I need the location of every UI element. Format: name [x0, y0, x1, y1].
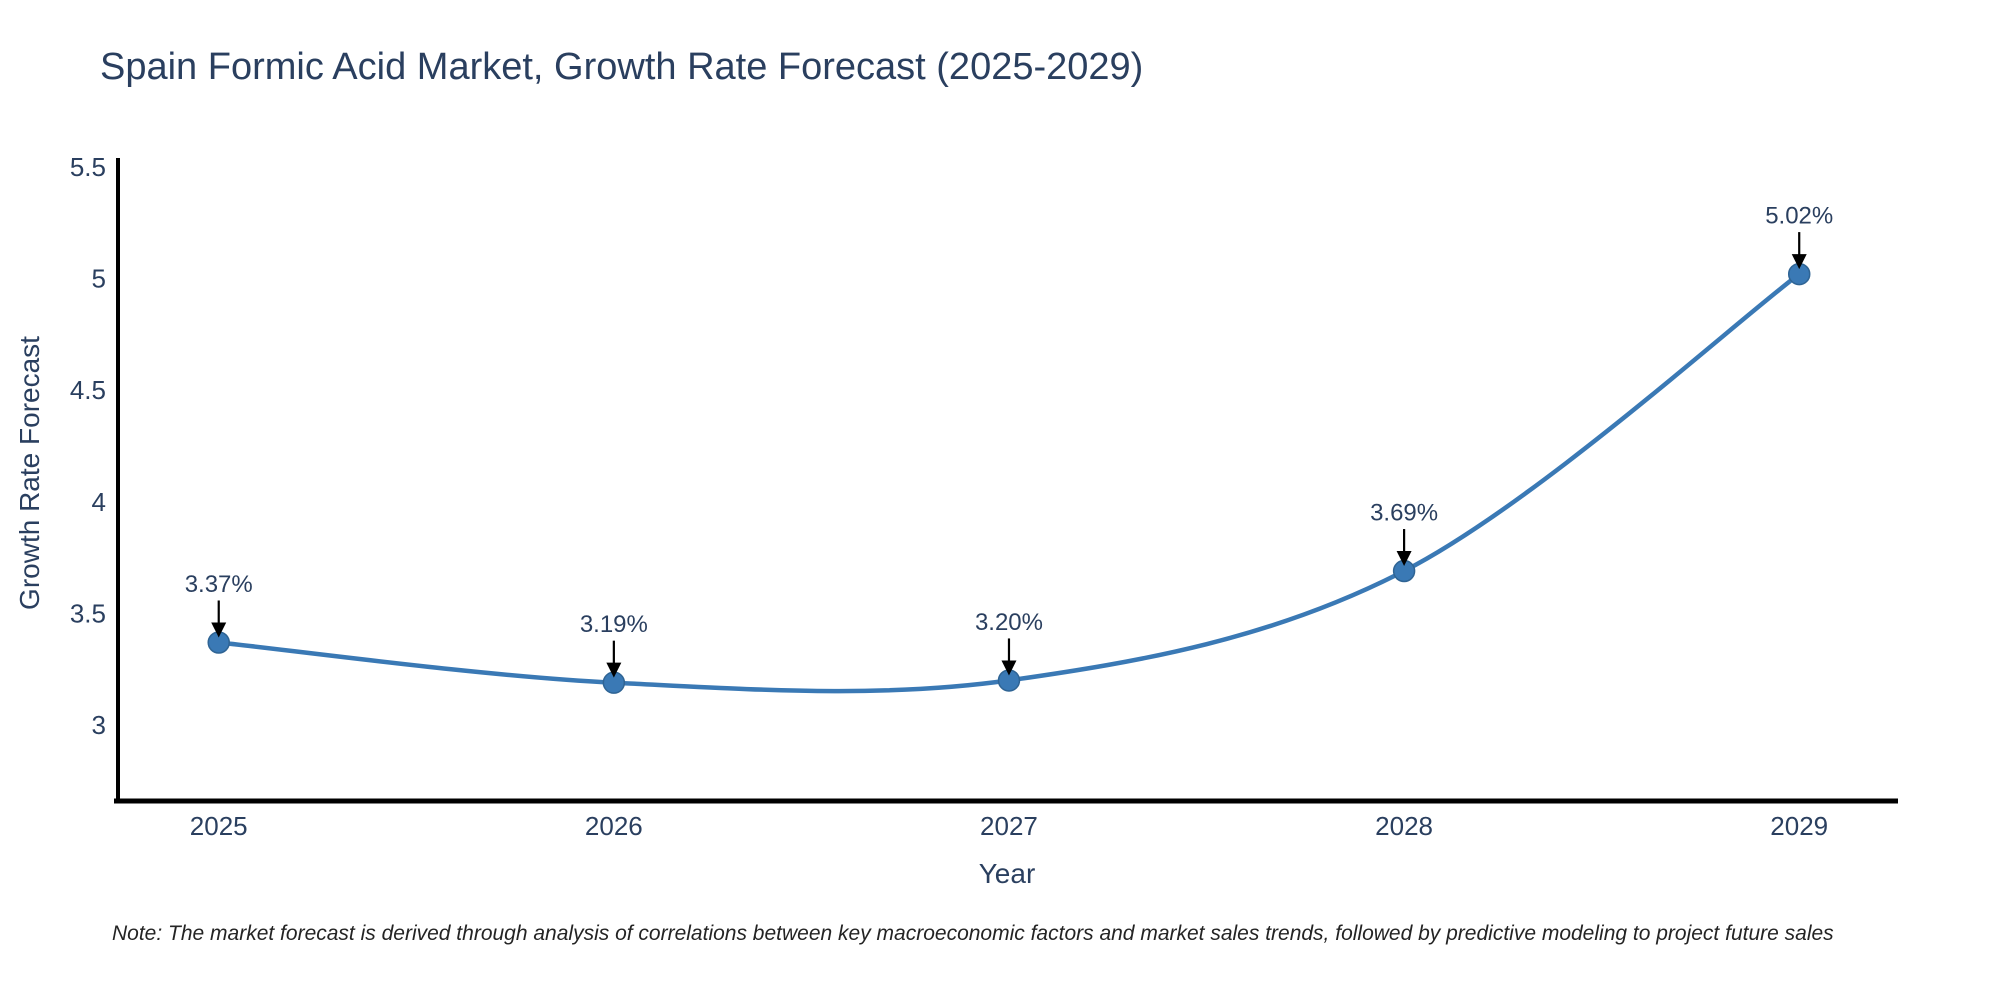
- series-line: [216, 271, 1802, 694]
- annotation-arrowhead: [1396, 551, 1412, 567]
- y-tick-label: 3: [92, 710, 106, 740]
- y-tick-label: 3.5: [70, 598, 106, 628]
- annotation-label: 5.02%: [1765, 203, 1833, 230]
- x-tick-label: 2026: [585, 811, 643, 841]
- x-tick-label: 2025: [190, 811, 248, 841]
- annotation-label: 3.69%: [1370, 500, 1438, 527]
- annotation-label: 3.37%: [185, 571, 253, 598]
- y-tick-label: 4: [92, 487, 106, 517]
- x-tick-label: 2027: [980, 811, 1038, 841]
- x-axis-title: Year: [978, 858, 1036, 889]
- y-tick-label: 5: [92, 264, 106, 294]
- chart-title: Spain Formic Acid Market, Growth Rate Fo…: [100, 46, 1144, 88]
- annotation-arrowhead: [1791, 254, 1807, 270]
- x-tick-label: 2028: [1375, 811, 1433, 841]
- x-tick-label: 2029: [1770, 811, 1828, 841]
- annotation-label: 3.20%: [975, 609, 1043, 636]
- annotation-label: 3.19%: [580, 611, 648, 638]
- y-tick-label: 5.5: [70, 152, 106, 182]
- annotation-arrowhead: [606, 662, 622, 678]
- annotation-arrowhead: [1001, 660, 1017, 676]
- annotation-arrowhead: [211, 622, 227, 638]
- y-tick-label: 4.5: [70, 375, 106, 405]
- footnote: Note: The market forecast is derived thr…: [112, 922, 1834, 945]
